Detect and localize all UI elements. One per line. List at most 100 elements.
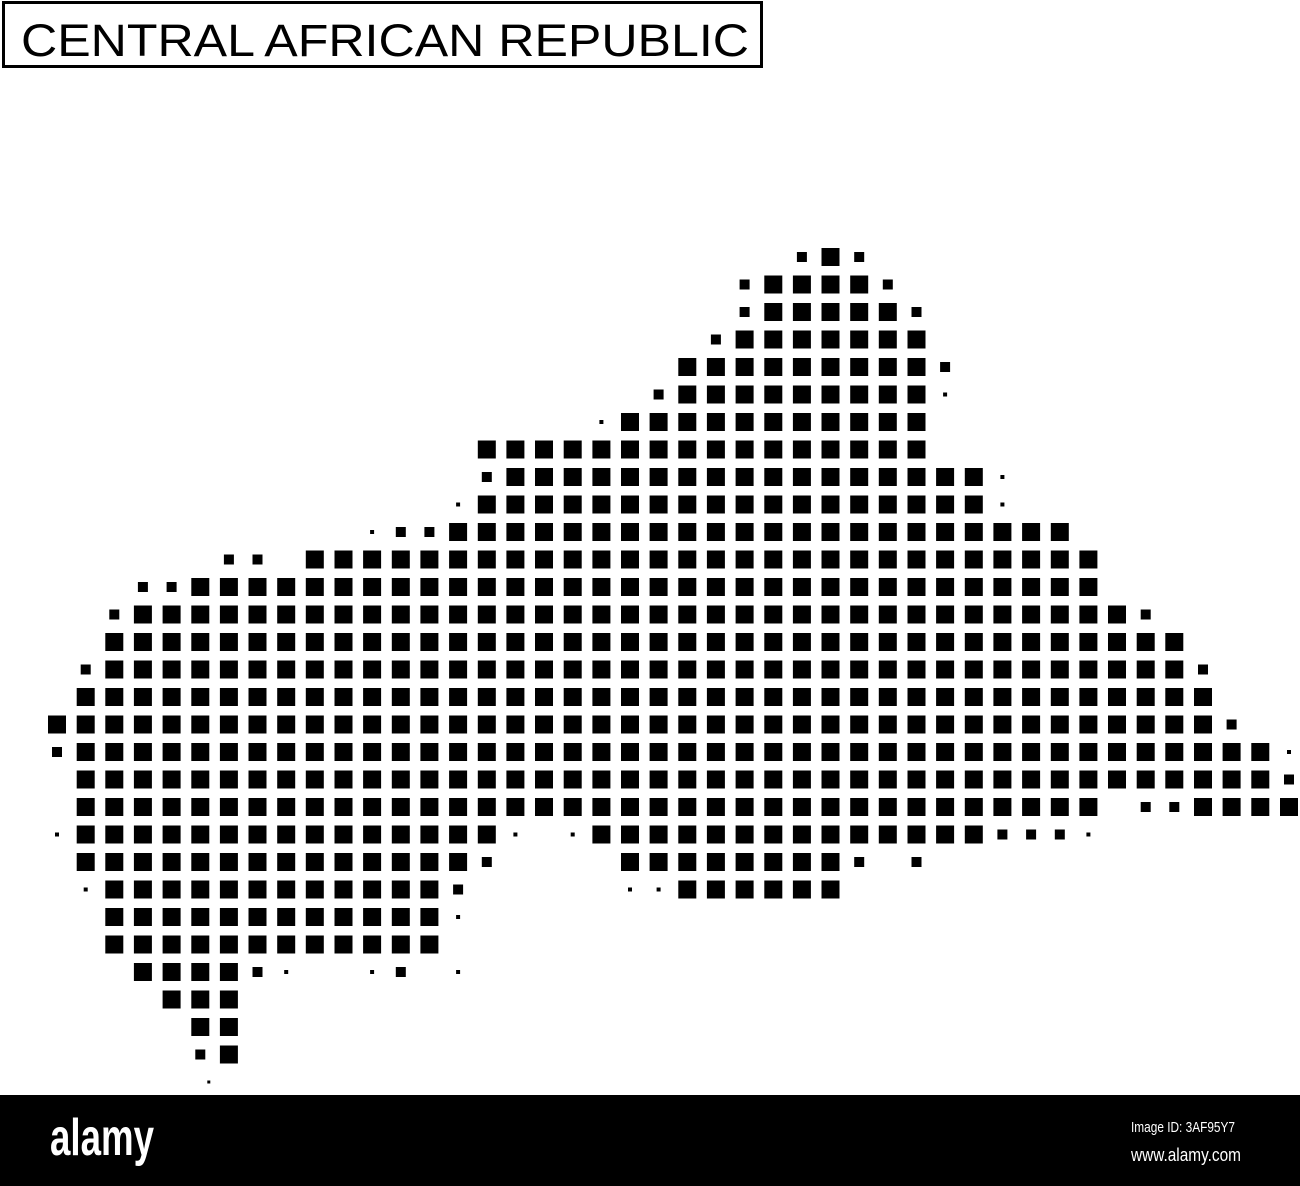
map-dot-large: [764, 413, 783, 431]
map-dot-large: [1108, 660, 1126, 679]
map-dot-large: [621, 550, 639, 569]
map-dot-large: [334, 660, 353, 679]
map-dot-large: [105, 770, 124, 789]
map-dot-tiny: [1086, 832, 1091, 837]
map-dot-small: [739, 279, 750, 290]
map-dot-large: [792, 688, 811, 706]
map-dot-large: [1050, 578, 1069, 596]
map-dot-large: [1194, 743, 1212, 761]
map-dot-large: [964, 578, 983, 596]
map-dot-large: [305, 770, 324, 789]
map-dot-large: [1022, 660, 1041, 679]
map-dot-large: [535, 743, 553, 761]
map-dot-large: [219, 688, 238, 706]
map-dot-large: [993, 715, 1012, 734]
map-dot-large: [850, 358, 869, 376]
map-dot-large: [133, 935, 152, 954]
map-dot-large: [305, 935, 324, 954]
map-dot-large: [792, 715, 811, 734]
map-dot-large: [850, 660, 869, 679]
map-dot-small: [1284, 774, 1294, 785]
map-dot-large: [821, 358, 840, 376]
map-dot-large: [563, 660, 582, 679]
map-dot-large: [764, 798, 783, 816]
map-dot-large: [850, 578, 869, 596]
map-dot-large: [105, 633, 124, 651]
map-dot-large: [191, 633, 210, 651]
map-dot-small: [395, 527, 406, 537]
map-dot-large: [764, 440, 783, 459]
map-dot-large: [735, 468, 754, 486]
map-dot-large: [248, 880, 267, 899]
map-dot-large: [248, 853, 267, 871]
map-dot-large: [821, 303, 840, 321]
map-dot-large: [907, 743, 926, 761]
map-dot-large: [363, 550, 382, 569]
map-dot-large: [964, 688, 983, 706]
map-dot-small: [395, 967, 406, 977]
map-dot-large: [850, 633, 869, 651]
map-dot-large: [878, 660, 897, 679]
map-dot-large: [305, 578, 324, 596]
map-dot-large: [162, 963, 181, 981]
map-dot-large: [821, 633, 840, 651]
map-dot-large: [792, 853, 811, 871]
map-dot-large: [621, 853, 639, 871]
map-dot-large: [105, 908, 124, 926]
map-dot-large: [936, 468, 955, 486]
map-dot-large: [1194, 688, 1212, 706]
map-dot-large: [649, 550, 668, 569]
map-dot-large: [449, 715, 468, 734]
map-dot-large: [162, 825, 181, 844]
map-dot-large: [792, 468, 811, 486]
map-dot-small: [109, 609, 120, 620]
map-dot-large: [334, 715, 353, 734]
map-dot-large: [964, 495, 983, 514]
map-dot-large: [735, 495, 754, 514]
map-dot-large: [162, 605, 181, 624]
map-dot-large: [878, 303, 897, 321]
map-dot-large: [850, 413, 869, 431]
map-dot-small: [424, 527, 435, 537]
map-dot-large: [764, 825, 783, 844]
map-dot-large: [993, 770, 1012, 789]
map-dot-large: [219, 1018, 238, 1036]
map-dot-large: [878, 495, 897, 514]
map-dot-large: [678, 550, 697, 569]
map-dot-large: [821, 495, 840, 514]
map-dot-large: [133, 633, 152, 651]
map-dot-large: [1050, 550, 1069, 569]
map-dot-large: [191, 715, 210, 734]
alamy-url: www.alamy.com: [1130, 1145, 1241, 1165]
alamy-logo: alamy: [50, 1109, 154, 1167]
map-dot-tiny: [628, 887, 632, 892]
map-dot-large: [305, 550, 324, 569]
map-dot-large: [535, 633, 553, 651]
map-dot-large: [878, 605, 897, 624]
map-dot-large: [334, 633, 353, 651]
map-dot-large: [792, 303, 811, 321]
map-dot-large: [706, 743, 725, 761]
map-dot-large: [621, 743, 639, 761]
map-dot-large: [907, 385, 926, 404]
map-dot-large: [219, 660, 238, 679]
map-dot-large: [678, 715, 697, 734]
map-dot-large: [363, 880, 382, 899]
map-dot-large: [649, 578, 668, 596]
map-dot-large: [162, 880, 181, 899]
map-dot-large: [764, 578, 783, 596]
map-dot-large: [993, 578, 1012, 596]
map-dot-large: [907, 825, 926, 844]
map-dot-large: [449, 688, 468, 706]
map-dot-large: [535, 660, 553, 679]
map-dot-large: [305, 825, 324, 844]
map-dot-small: [481, 857, 492, 867]
map-dot-large: [506, 550, 525, 569]
map-dot-large: [907, 770, 926, 789]
map-dot-large: [219, 605, 238, 624]
map-dot-large: [162, 908, 181, 926]
map-dot-large: [133, 715, 152, 734]
map-dot-large: [506, 578, 525, 596]
map-dot-small: [710, 334, 721, 345]
map-dot-large: [1050, 798, 1069, 816]
